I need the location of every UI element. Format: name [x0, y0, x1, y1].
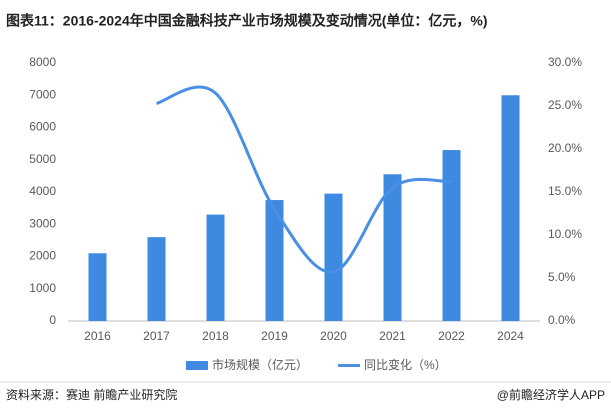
bar	[324, 193, 343, 321]
y2-tick-label: 25.0%	[548, 98, 582, 112]
y-tick-label: 2000	[29, 249, 56, 263]
bar	[501, 95, 520, 321]
y2-tick-label: 5.0%	[548, 270, 576, 284]
x-tick-label: 2021	[379, 329, 406, 343]
y-tick-label: 7000	[29, 87, 56, 101]
legend-label: 市场规模（亿元）	[212, 357, 308, 372]
y-tick-label: 4000	[29, 184, 56, 198]
legend-label: 同比变化（%）	[364, 357, 447, 372]
x-tick-label: 2019	[261, 329, 288, 343]
y2-tick-label: 10.0%	[548, 227, 582, 241]
x-tick-label: 2020	[320, 329, 347, 343]
y-tick-label: 5000	[29, 152, 56, 166]
bar	[383, 174, 402, 321]
bar	[206, 214, 225, 321]
legend-swatch	[186, 361, 208, 370]
y2-tick-label: 20.0%	[548, 141, 582, 155]
x-tick-label: 2022	[438, 329, 465, 343]
y2-tick-label: 0.0%	[548, 313, 576, 327]
x-tick-label: 2024	[497, 329, 524, 343]
bar	[265, 200, 284, 321]
y-tick-label: 0	[49, 313, 56, 327]
line	[156, 85, 452, 274]
bar	[442, 150, 461, 321]
x-tick-label: 2016	[84, 329, 111, 343]
y-tick-label: 6000	[29, 120, 56, 134]
y2-tick-label: 30.0%	[548, 55, 582, 69]
bar	[88, 253, 107, 321]
bar	[147, 237, 166, 321]
source: 资料来源：赛迪 前瞻产业研究院	[6, 387, 177, 402]
y-tick-label: 3000	[29, 216, 56, 230]
y-tick-label: 8000	[29, 55, 56, 69]
y-tick-label: 1000	[29, 281, 56, 295]
x-tick-label: 2018	[202, 329, 229, 343]
chart-title: 图表11：2016-2024年中国金融科技产业市场规模及变动情况(单位：亿元，%…	[6, 13, 488, 29]
credit: @前瞻经济学人APP	[497, 387, 605, 402]
x-tick-label: 2017	[143, 329, 170, 343]
y2-tick-label: 15.0%	[548, 184, 582, 198]
